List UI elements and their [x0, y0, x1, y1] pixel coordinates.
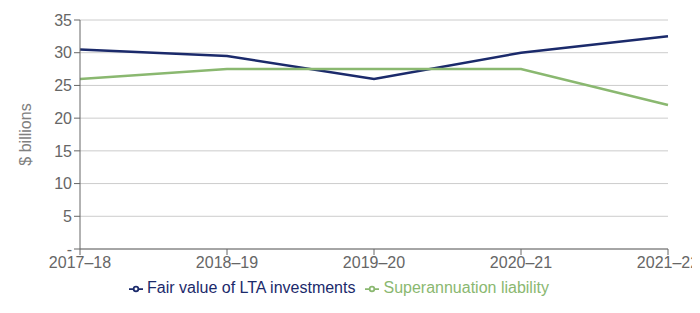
- svg-text:20: 20: [54, 110, 72, 127]
- svg-text:35: 35: [54, 12, 72, 29]
- svg-text:2020–21: 2020–21: [490, 254, 552, 271]
- html-text:Superannuation liability: Superannuation liability: [383, 279, 549, 296]
- html-text:Fair value of LTA investments: Fair value of LTA investments: [147, 279, 356, 296]
- svg-text:$ billions: $ billions: [17, 103, 34, 165]
- svg-text:15: 15: [54, 143, 72, 160]
- svg-text:5: 5: [63, 208, 72, 225]
- svg-text:30: 30: [54, 44, 72, 61]
- svg-text:10: 10: [54, 175, 72, 192]
- svg-text:2018–19: 2018–19: [196, 254, 258, 271]
- svg-text:2021–22: 2021–22: [637, 254, 692, 271]
- svg-text:2017–18: 2017–18: [49, 254, 111, 271]
- svg-text:25: 25: [54, 77, 72, 94]
- svg-text:-: -: [67, 241, 72, 258]
- svg-text:2019–20: 2019–20: [343, 254, 405, 271]
